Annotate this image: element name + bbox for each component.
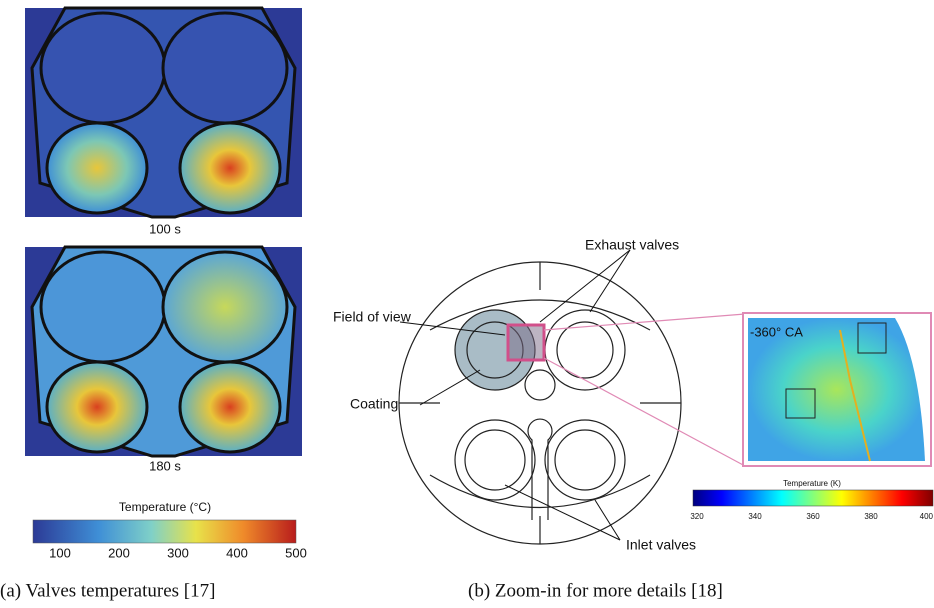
- valve: [39, 250, 167, 364]
- label: Field of view: [333, 309, 412, 325]
- heatmap: [25, 245, 302, 458]
- colorbar-tick: 300: [167, 545, 189, 560]
- arrows: [399, 249, 631, 541]
- valve: [178, 121, 282, 215]
- panel-a: [25, 6, 302, 458]
- caption: (b) Zoom-in for more details [18]: [468, 580, 723, 601]
- snapshot-label: 180 s: [149, 458, 181, 473]
- colorbar: [32, 519, 297, 544]
- valve: [161, 250, 289, 364]
- colorbar-tick: 500: [285, 545, 307, 560]
- heatmap: [25, 6, 302, 219]
- colorbar: [692, 489, 934, 507]
- valve: [45, 360, 149, 454]
- snapshot-label: 100 s: [149, 221, 181, 236]
- colorbar-tick: 400: [226, 545, 248, 560]
- valve: [39, 11, 167, 125]
- engine-schematic: [398, 261, 746, 545]
- inset-streak: [839, 329, 871, 462]
- valve: [161, 11, 289, 125]
- colorbar-tick: 360: [806, 512, 820, 521]
- label: Exhaust valves: [585, 237, 679, 253]
- inset-box: [857, 322, 887, 354]
- colorbar-tick: 400: [920, 512, 934, 521]
- inset-map: [748, 318, 925, 461]
- label: Inlet valves: [626, 537, 696, 553]
- colorbar-title: Temperature (K): [783, 479, 841, 488]
- colorbar-title: Temperature (°C): [119, 500, 211, 514]
- colorbar-tick: 320: [690, 512, 704, 521]
- valve: [178, 360, 282, 454]
- valve: [45, 121, 149, 215]
- colorbar-tick: 100: [49, 545, 71, 560]
- inset-label: -360° CA: [750, 324, 803, 339]
- inset-box: [785, 388, 816, 419]
- label: Coating: [350, 396, 398, 412]
- colorbar-tick: 380: [864, 512, 878, 521]
- caption: (a) Valves temperatures [17]: [0, 580, 215, 601]
- colorbar-tick: 340: [748, 512, 762, 521]
- colorbar-tick: 200: [108, 545, 130, 560]
